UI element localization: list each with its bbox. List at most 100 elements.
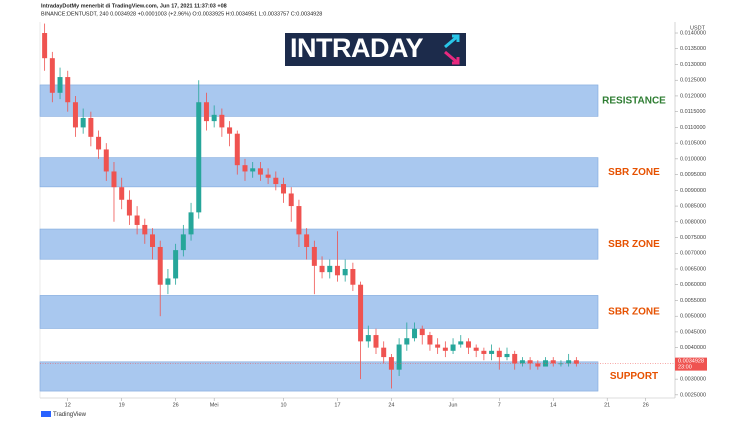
y-tick-label: 0.0110000 <box>680 125 706 131</box>
candle-body <box>203 102 209 122</box>
tv-icon <box>41 411 51 417</box>
x-tick-label: 24 <box>388 402 394 408</box>
candle-body <box>519 360 525 364</box>
x-tick-label: 12 <box>65 402 71 408</box>
currency: USDT <box>690 25 706 31</box>
candle-body <box>57 77 63 93</box>
y-tick-label: 0.0075000 <box>680 235 706 241</box>
logo-text: INTRADAY <box>290 33 424 63</box>
y-tick-label: 0.0115000 <box>680 109 706 115</box>
candle-body <box>489 350 495 354</box>
y-tick-label: 0.0070000 <box>680 251 706 257</box>
candle-body <box>126 199 132 216</box>
candle-body <box>49 58 55 93</box>
logo-box <box>285 33 466 66</box>
candle-body <box>188 212 194 235</box>
candle-body <box>573 360 579 364</box>
candle-body <box>512 353 518 364</box>
candle-body <box>427 335 433 345</box>
candle-body <box>134 215 140 225</box>
x-tick-label: 26 <box>643 402 649 408</box>
logo-arrow <box>444 34 460 49</box>
candle-body <box>304 234 310 247</box>
candle-body <box>103 149 109 172</box>
candle-body <box>173 250 179 279</box>
candle-body <box>196 102 202 213</box>
footer-brand: TradingView <box>53 412 87 418</box>
candle-body <box>442 347 448 351</box>
candle-body <box>527 360 533 364</box>
candle-body <box>435 344 441 348</box>
candle-body <box>504 353 510 358</box>
candle-body <box>119 187 125 200</box>
y-tick-label: 0.0140000 <box>680 30 706 36</box>
candle-body <box>496 350 502 358</box>
candle-body <box>88 117 94 137</box>
y-tick-label: 0.0130000 <box>680 62 706 68</box>
candle-body <box>219 114 225 128</box>
y-tick-label: 0.0105000 <box>680 141 706 147</box>
y-tick-label: 0.0060000 <box>680 282 706 288</box>
x-tick-label: 19 <box>119 402 125 408</box>
zone-label: SBR ZONE <box>608 239 660 250</box>
candle-body <box>566 360 572 364</box>
candle-body <box>373 335 379 348</box>
candle-body <box>365 335 371 342</box>
zone-band <box>39 295 599 329</box>
candle-body <box>96 136 102 150</box>
candle-body <box>72 102 78 128</box>
candle-body <box>396 344 402 370</box>
candle-body <box>142 224 148 235</box>
candle-body <box>234 133 240 166</box>
candle-body <box>319 265 325 273</box>
x-tick-label: Jun <box>449 402 458 408</box>
candle-body <box>281 184 287 194</box>
candle-body <box>257 168 263 175</box>
candle-body <box>165 278 171 285</box>
y-tick-label: 0.0085000 <box>680 204 706 210</box>
y-tick-label: 0.0065000 <box>680 266 706 272</box>
candle-body <box>265 174 271 178</box>
zone-label: RESISTANCE <box>602 95 666 106</box>
last-price-box <box>675 357 707 371</box>
x-tick-label: 10 <box>280 402 286 408</box>
y-tick-label: 0.0050000 <box>680 314 706 320</box>
zone-band <box>39 361 599 392</box>
candle-body <box>358 284 364 342</box>
candle-body <box>288 193 294 207</box>
candle-body <box>80 117 86 128</box>
y-tick-label: 0.0080000 <box>680 219 706 225</box>
x-tick-label: 14 <box>550 402 556 408</box>
y-tick-label: 0.0125000 <box>680 78 706 84</box>
zone-band <box>39 84 599 117</box>
zone-label: SBR ZONE <box>608 167 660 178</box>
y-tick-label: 0.0040000 <box>680 345 706 351</box>
y-tick-label: 0.0055000 <box>680 298 706 304</box>
y-tick-label: 0.0095000 <box>680 172 706 178</box>
x-tick-label: Mei <box>210 402 219 408</box>
header-line: BINANCE:DENTUSDT, 240 0.0034928 +0.00010… <box>41 11 322 17</box>
candle-body <box>450 344 456 351</box>
candle-body <box>242 165 248 172</box>
x-tick-label: 17 <box>334 402 340 408</box>
candle-body <box>419 328 425 336</box>
x-tick-label: 7 <box>498 402 501 408</box>
candle-body <box>157 246 163 285</box>
zone-band <box>39 157 599 188</box>
y-tick-label: 0.0135000 <box>680 46 706 52</box>
candle-body <box>296 206 302 235</box>
candle-body <box>404 338 410 345</box>
candle-body <box>350 268 356 285</box>
candle-body <box>111 171 117 188</box>
candle-body <box>473 347 479 351</box>
candle-body <box>381 347 387 358</box>
logo-arrow <box>444 50 460 65</box>
y-tick-label: 0.0120000 <box>680 93 706 99</box>
x-tick-label: 26 <box>173 402 179 408</box>
last-time-label: 23:00 <box>678 365 692 371</box>
candle-body <box>311 246 317 266</box>
header-line: IntradayDotMy menerbit di TradingView.co… <box>41 3 227 9</box>
candle-body <box>550 360 556 364</box>
y-tick-label: 0.0025000 <box>680 392 706 398</box>
